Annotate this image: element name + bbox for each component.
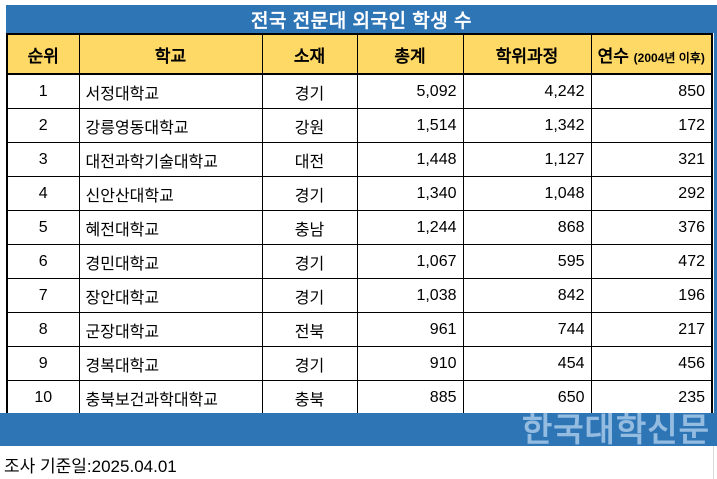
cell-school: 서정대학교 — [78, 73, 263, 109]
cell-region: 경기 — [261, 244, 358, 279]
cell-rank: 2 — [6, 108, 80, 143]
cell-training: 376 — [590, 210, 713, 245]
col-header-training: 연수 (2004년 이후) — [590, 33, 713, 75]
cell-degree: 4,242 — [462, 73, 592, 109]
table-title: 전국 전문대 외국인 학생 수 — [6, 5, 717, 33]
cell-total: 910 — [356, 346, 464, 381]
col-header-region: 소재 — [261, 33, 358, 75]
cell-total: 1,340 — [356, 176, 464, 211]
gridline-fragment — [713, 446, 714, 479]
cell-total: 1,514 — [356, 108, 464, 143]
cell-school: 경민대학교 — [78, 244, 263, 279]
cell-degree: 842 — [462, 278, 592, 313]
cell-school: 경복대학교 — [78, 346, 263, 381]
cell-region: 경기 — [261, 73, 358, 109]
cell-region: 경기 — [261, 278, 358, 313]
foreign-students-table: 순위 학교 소재 총계 학위과정 연수 (2004년 이후) 1 서정대학교 경… — [6, 33, 713, 416]
cell-region: 경기 — [261, 346, 358, 381]
table-row: 3 대전과학기술대학교 대전 1,448 1,127 321 — [6, 142, 713, 177]
cell-training: 172 — [590, 108, 713, 143]
cell-rank: 1 — [6, 73, 80, 109]
cell-region: 경기 — [261, 176, 358, 211]
right-edge-accent — [714, 5, 717, 446]
cell-degree: 650 — [462, 380, 592, 416]
col-header-rank: 순위 — [6, 33, 80, 75]
table-row: 10 충북보건과학대학교 충북 885 650 235 — [6, 380, 713, 416]
survey-date-note: 조사 기준일:2025.04.01 — [4, 457, 177, 476]
branding-bar: 한국대학신문 — [0, 413, 717, 446]
cell-degree: 1,127 — [462, 142, 592, 177]
cell-degree: 454 — [462, 346, 592, 381]
col-header-degree: 학위과정 — [462, 33, 592, 75]
cell-school: 충북보건과학대학교 — [78, 380, 263, 416]
cell-degree: 1,048 — [462, 176, 592, 211]
cell-total: 961 — [356, 312, 464, 347]
table-row: 2 강릉영동대학교 강원 1,514 1,342 172 — [6, 108, 713, 143]
cell-school: 신안산대학교 — [78, 176, 263, 211]
cell-total: 1,067 — [356, 244, 464, 279]
cell-training: 217 — [590, 312, 713, 347]
cell-rank: 3 — [6, 142, 80, 177]
cell-training: 850 — [590, 73, 713, 109]
header-row: 순위 학교 소재 총계 학위과정 연수 (2004년 이후) — [6, 33, 713, 75]
cell-rank: 10 — [6, 380, 80, 416]
cell-region: 전북 — [261, 312, 358, 347]
cell-school: 장안대학교 — [78, 278, 263, 313]
publisher-watermark: 한국대학신문 — [521, 411, 710, 448]
cell-total: 885 — [356, 380, 464, 416]
cell-training: 472 — [590, 244, 713, 279]
table-row: 7 장안대학교 경기 1,038 842 196 — [6, 278, 713, 313]
cell-total: 1,038 — [356, 278, 464, 313]
cell-region: 대전 — [261, 142, 358, 177]
table-row: 5 혜전대학교 충남 1,244 868 376 — [6, 210, 713, 245]
cell-total: 1,448 — [356, 142, 464, 177]
cell-degree: 868 — [462, 210, 592, 245]
col-header-training-note: (2004년 이후) — [633, 50, 705, 65]
cell-school: 혜전대학교 — [78, 210, 263, 245]
cell-rank: 5 — [6, 210, 80, 245]
table-row: 6 경민대학교 경기 1,067 595 472 — [6, 244, 713, 279]
cell-rank: 6 — [6, 244, 80, 279]
cell-region: 충북 — [261, 380, 358, 416]
cell-degree: 595 — [462, 244, 592, 279]
col-header-school: 학교 — [78, 33, 263, 75]
cell-total: 1,244 — [356, 210, 464, 245]
cell-total: 5,092 — [356, 73, 464, 109]
cell-rank: 9 — [6, 346, 80, 381]
table-row: 9 경복대학교 경기 910 454 456 — [6, 346, 713, 381]
cell-training: 235 — [590, 380, 713, 416]
cell-degree: 1,342 — [462, 108, 592, 143]
cell-school: 강릉영동대학교 — [78, 108, 263, 143]
col-header-training-main: 연수 — [597, 46, 629, 66]
cell-rank: 8 — [6, 312, 80, 347]
cell-training: 196 — [590, 278, 713, 313]
cell-region: 강원 — [261, 108, 358, 143]
cell-school: 대전과학기술대학교 — [78, 142, 263, 177]
cell-degree: 744 — [462, 312, 592, 347]
cell-training: 456 — [590, 346, 713, 381]
table-row: 1 서정대학교 경기 5,092 4,242 850 — [6, 73, 713, 109]
table-row: 8 군장대학교 전북 961 744 217 — [6, 312, 713, 347]
cell-training: 321 — [590, 142, 713, 177]
table-title-text: 전국 전문대 외국인 학생 수 — [251, 10, 472, 32]
cell-training: 292 — [590, 176, 713, 211]
cell-rank: 4 — [6, 176, 80, 211]
cell-school: 군장대학교 — [78, 312, 263, 347]
cell-rank: 7 — [6, 278, 80, 313]
cell-region: 충남 — [261, 210, 358, 245]
col-header-total: 총계 — [356, 33, 464, 75]
table-row: 4 신안산대학교 경기 1,340 1,048 292 — [6, 176, 713, 211]
